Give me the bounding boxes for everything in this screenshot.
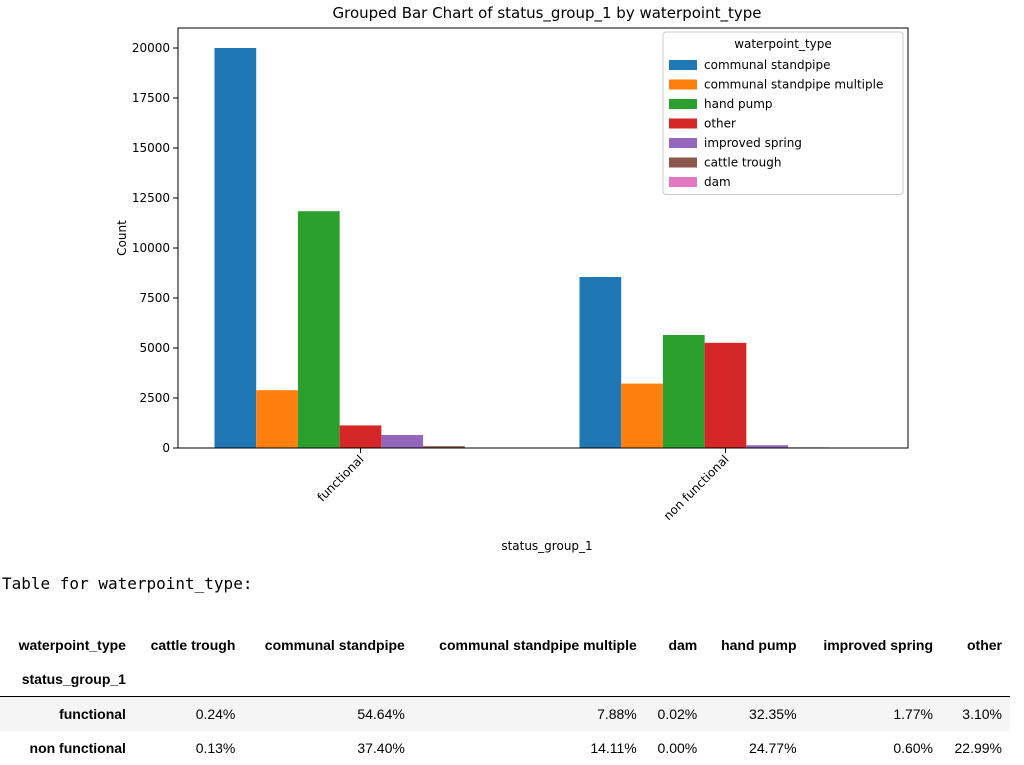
y-tick-label: 15000: [132, 141, 170, 155]
table-cell: 0.00%: [645, 731, 705, 765]
x-axis-label: status_group_1: [501, 539, 592, 553]
legend-box: [663, 32, 903, 195]
columns-name-header: waterpoint_type: [0, 628, 134, 662]
y-tick-label: 10000: [132, 241, 170, 255]
column-header: dam: [645, 628, 705, 662]
bar-communal-standpipe-functional: [215, 48, 257, 448]
table-cell: 0.13%: [134, 731, 243, 765]
empty-header-cell: [941, 662, 1010, 697]
empty-header-cell: [805, 662, 941, 697]
column-header: communal standpipe multiple: [413, 628, 645, 662]
empty-header-cell: [413, 662, 645, 697]
column-header: communal standpipe: [243, 628, 412, 662]
chart-title: Grouped Bar Chart of status_group_1 by w…: [333, 4, 762, 23]
table-cell: 54.64%: [243, 697, 412, 732]
empty-header-cell: [134, 662, 243, 697]
grouped-bar-chart: Grouped Bar Chart of status_group_1 by w…: [0, 0, 1024, 560]
legend-label: dam: [704, 175, 731, 189]
table-cell: 24.77%: [705, 731, 804, 765]
legend-title: waterpoint_type: [734, 37, 832, 51]
legend-swatch: [669, 80, 697, 90]
y-tick-label: 2500: [139, 391, 170, 405]
bar-communal-standpipe-multiple-non-functional: [621, 384, 663, 448]
y-tick-label: 12500: [132, 191, 170, 205]
bar-hand-pump-functional: [298, 211, 340, 448]
index-name-row: status_group_1: [0, 662, 1010, 697]
x-tick-label: non functional: [661, 452, 732, 523]
legend-swatch: [669, 158, 697, 168]
legend-label: cattle trough: [704, 156, 781, 170]
bar-other-non-functional: [705, 343, 747, 448]
x-tick-label: functional: [314, 452, 366, 504]
table-cell: 0.60%: [805, 731, 941, 765]
legend-swatch: [669, 60, 697, 70]
y-tick-label: 17500: [132, 91, 170, 105]
legend: waterpoint_type communal standpipe communa…: [663, 32, 903, 195]
column-header: hand pump: [705, 628, 804, 662]
empty-header-cell: [705, 662, 804, 697]
table-cell: 37.40%: [243, 731, 412, 765]
y-tick-label: 0: [162, 441, 170, 455]
bar-other-functional: [340, 425, 382, 448]
index-name-header: status_group_1: [0, 662, 134, 697]
table-cell: 7.88%: [413, 697, 645, 732]
legend-label: communal standpipe: [704, 58, 831, 72]
table-cell: 0.24%: [134, 697, 243, 732]
y-axis-label: Count: [115, 220, 129, 256]
row-index: non functional: [0, 731, 134, 765]
table-cell: 0.02%: [645, 697, 705, 732]
empty-header-cell: [645, 662, 705, 697]
y-tick-label: 7500: [139, 291, 170, 305]
bar-communal-standpipe-non-functional: [580, 277, 622, 448]
column-header: improved spring: [805, 628, 941, 662]
y-tick-label: 20000: [132, 41, 170, 55]
table-cell: 14.11%: [413, 731, 645, 765]
bar-hand-pump-non-functional: [663, 335, 705, 448]
bar-communal-standpipe-multiple-functional: [256, 390, 298, 448]
column-header: cattle trough: [134, 628, 243, 662]
y-tick-label: 5000: [139, 341, 170, 355]
legend-swatch: [669, 177, 697, 187]
legend-swatch: [669, 138, 697, 148]
table-caption: Table for waterpoint_type:: [2, 574, 252, 593]
table-cell: 1.77%: [805, 697, 941, 732]
table-cell: 22.99%: [941, 731, 1010, 765]
table-cell: 3.10%: [941, 697, 1010, 732]
legend-swatch: [669, 119, 697, 129]
row-index: functional: [0, 697, 134, 732]
empty-header-cell: [243, 662, 412, 697]
column-header: other: [941, 628, 1010, 662]
legend-label: communal standpipe multiple: [704, 78, 883, 92]
bar-improved-spring-functional: [381, 435, 423, 448]
legend-swatch: [669, 99, 697, 109]
legend-label: other: [704, 117, 736, 131]
table-cell: 32.35%: [705, 697, 804, 732]
legend-label: improved spring: [704, 136, 802, 150]
legend-label: hand pump: [704, 97, 773, 111]
